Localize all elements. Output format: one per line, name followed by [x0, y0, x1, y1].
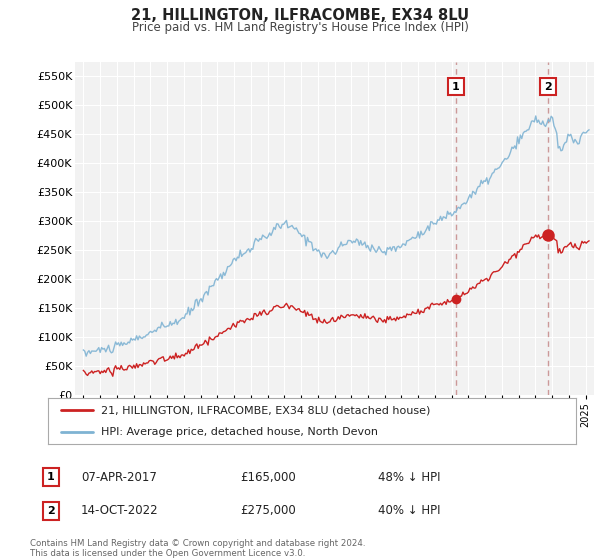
Text: 07-APR-2017: 07-APR-2017 — [81, 470, 157, 484]
Text: Price paid vs. HM Land Registry's House Price Index (HPI): Price paid vs. HM Land Registry's House … — [131, 21, 469, 34]
Text: 2: 2 — [47, 506, 55, 516]
Text: 2: 2 — [544, 82, 552, 92]
Text: 21, HILLINGTON, ILFRACOMBE, EX34 8LU: 21, HILLINGTON, ILFRACOMBE, EX34 8LU — [131, 8, 469, 24]
Text: 40% ↓ HPI: 40% ↓ HPI — [378, 504, 440, 517]
Text: 1: 1 — [47, 472, 55, 482]
Text: 48% ↓ HPI: 48% ↓ HPI — [378, 470, 440, 484]
Text: 21, HILLINGTON, ILFRACOMBE, EX34 8LU (detached house): 21, HILLINGTON, ILFRACOMBE, EX34 8LU (de… — [101, 405, 430, 416]
Text: Contains HM Land Registry data © Crown copyright and database right 2024.
This d: Contains HM Land Registry data © Crown c… — [30, 539, 365, 558]
Text: HPI: Average price, detached house, North Devon: HPI: Average price, detached house, Nort… — [101, 427, 378, 437]
Text: £275,000: £275,000 — [240, 504, 296, 517]
Text: 14-OCT-2022: 14-OCT-2022 — [81, 504, 158, 517]
Text: 1: 1 — [452, 82, 460, 92]
Text: £165,000: £165,000 — [240, 470, 296, 484]
